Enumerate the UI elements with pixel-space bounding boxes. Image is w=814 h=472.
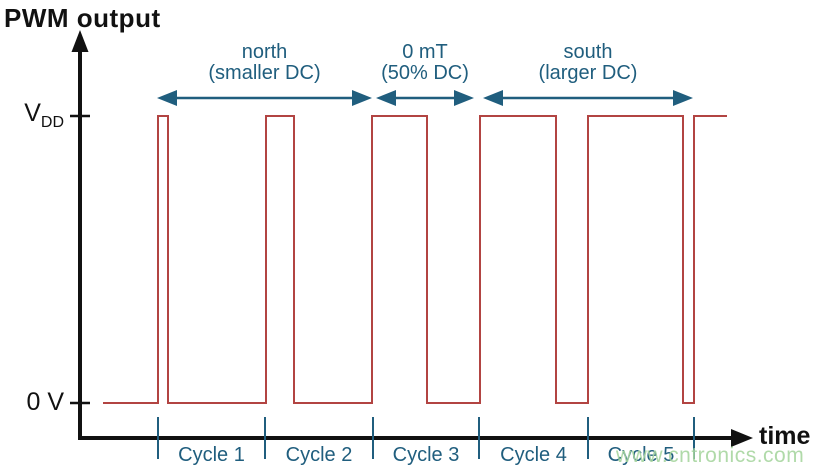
vdd-level-label: VDD bbox=[16, 99, 64, 131]
annotation-south: south (larger DC) bbox=[473, 42, 703, 84]
cycle-1-label: Cycle 1 bbox=[178, 444, 245, 466]
vdd-subscript: DD bbox=[40, 114, 64, 131]
annotation-south-line2: (larger DC) bbox=[538, 62, 638, 84]
x-axis-label: time bbox=[759, 422, 811, 450]
watermark: www.cntronics.com bbox=[616, 444, 805, 467]
annotation-zero-mt-line1: 0 mT bbox=[402, 41, 448, 63]
cycle-4-label: Cycle 4 bbox=[500, 444, 567, 466]
arrow-right-head-icon bbox=[673, 90, 693, 106]
cycle-2-label: Cycle 2 bbox=[285, 444, 353, 466]
annotation-zero-mt: 0 mT (50% DC) bbox=[310, 42, 540, 84]
arrow-left-head-icon bbox=[483, 90, 503, 106]
arrow-right-head-icon bbox=[352, 90, 372, 106]
arrow-left-head-icon bbox=[376, 90, 396, 106]
cycle-3-label: Cycle 3 bbox=[392, 444, 460, 466]
cycle-5-label: Cycle 5 bbox=[607, 444, 675, 466]
annotation-zero-mt-line2: (50% DC) bbox=[381, 62, 469, 84]
pwm-waveform bbox=[103, 115, 727, 404]
annotation-north-line1: north bbox=[241, 41, 288, 63]
annotation-south-line1: south bbox=[563, 41, 613, 63]
y-axis-title: PWM output bbox=[4, 3, 161, 33]
arrow-right-head-icon bbox=[454, 90, 474, 106]
annotation-north-line2: (smaller DC) bbox=[208, 62, 321, 84]
annotation-north: north (smaller DC) bbox=[150, 42, 380, 84]
vdd-main: V bbox=[24, 99, 41, 127]
zero-volt-label: 0 V bbox=[26, 388, 64, 416]
y-axis-arrowhead-icon bbox=[71, 30, 89, 52]
arrow-left-head-icon bbox=[157, 90, 177, 106]
x-axis-arrowhead-icon bbox=[731, 429, 753, 447]
